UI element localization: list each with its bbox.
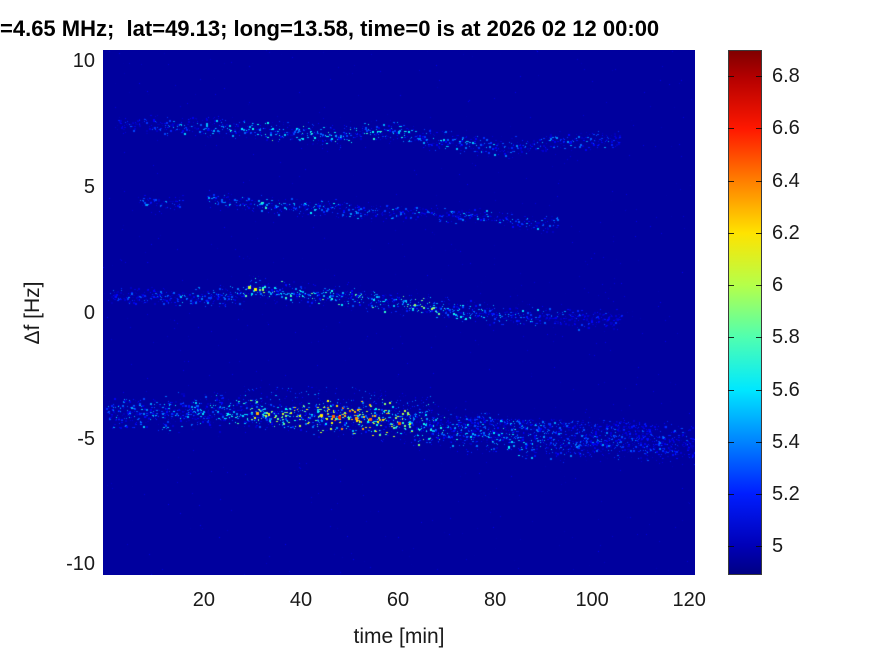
y-tick-label: -10 [66,553,95,576]
plot-area [103,50,695,575]
colorbar-tick-mark [756,494,762,496]
y-tick-label: 10 [72,50,95,73]
colorbar-tick-mark [728,441,734,443]
colorbar-tick-label: 5.8 [772,326,800,349]
x-tick-label: 100 [575,589,609,611]
y-tick-label: 5 [83,176,95,199]
colorbar-tick-label: 5.2 [772,483,800,506]
colorbar-tick-mark [756,441,762,443]
colorbar-tick-label: 5 [772,535,784,558]
colorbar-tick-mark [756,337,762,339]
colorbar-tick-mark [728,180,734,182]
colorbar-tick-mark [756,128,762,130]
plot-title: =4.65 MHz; lat=49.13; long=13.58, time=0… [0,16,660,41]
y-tick-label: 0 [83,301,95,324]
colorbar-tick-mark [728,337,734,339]
colorbar-tick-label: 6.2 [772,221,800,244]
colorbar-tick-label: 6.6 [772,117,800,140]
x-tick-label: 80 [483,589,507,611]
colorbar [728,50,762,575]
y-tick-label: -5 [77,427,95,450]
x-tick-label: 60 [386,589,410,611]
colorbar-tick-mark [756,76,762,78]
colorbar-tick-mark [756,389,762,391]
colorbar-tick-label: 6 [772,274,784,297]
colorbar-tick-mark [728,546,734,548]
colorbar-tick-label: 5.6 [772,378,800,401]
colorbar-tick-mark [728,128,734,130]
x-axis-label: time [min] [353,625,445,648]
x-tick-label: 40 [289,589,313,611]
colorbar-tick-mark [756,546,762,548]
colorbar-tick-mark [756,232,762,234]
colorbar-tick-label: 6.4 [772,169,800,192]
colorbar-tick-mark [728,389,734,391]
x-tick-label: 20 [192,589,216,611]
colorbar-tick-mark [728,76,734,78]
spectrogram-canvas [103,50,695,575]
colorbar-tick-mark [728,285,734,287]
x-tick-label: 120 [672,589,706,611]
colorbar-tick-mark [728,232,734,234]
colorbar-tick-label: 6.8 [772,65,800,88]
colorbar-tick-label: 5.4 [772,430,800,453]
colorbar-tick-mark [728,494,734,496]
colorbar-tick-mark [756,285,762,287]
colorbar-tick-mark [756,180,762,182]
